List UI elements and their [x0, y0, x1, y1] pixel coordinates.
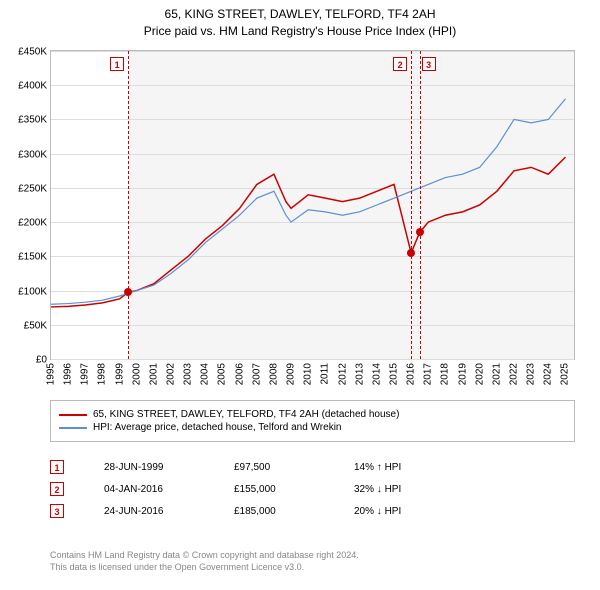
x-axis-label: 2010	[303, 363, 314, 385]
x-axis-label: 2016	[406, 363, 417, 385]
event-price: £97,500	[234, 462, 314, 473]
sale-point-dot	[416, 228, 424, 236]
title-line-1: 65, KING STREET, DAWLEY, TELFORD, TF4 2A…	[0, 6, 600, 23]
attribution-footer: Contains HM Land Registry data © Crown c…	[50, 550, 575, 573]
x-axis-label: 2024	[543, 363, 554, 385]
x-axis-label: 1996	[63, 363, 74, 385]
legend-row: HPI: Average price, detached house, Telf…	[59, 422, 566, 433]
title-block: 65, KING STREET, DAWLEY, TELFORD, TF4 2A…	[0, 0, 600, 40]
event-date: 24-JUN-2016	[104, 506, 194, 517]
x-axis-label: 2002	[166, 363, 177, 385]
legend-row: 65, KING STREET, DAWLEY, TELFORD, TF4 2A…	[59, 409, 566, 420]
chart-plot-area: £0£50K£100K£150K£200K£250K£300K£350K£400…	[50, 50, 575, 360]
legend-swatch	[59, 414, 87, 416]
event-date: 28-JUN-1999	[104, 462, 194, 473]
y-axis-label: £350K	[18, 115, 47, 126]
x-axis-label: 2014	[371, 363, 382, 385]
y-axis-label: £150K	[18, 252, 47, 263]
x-axis-label: 2021	[491, 363, 502, 385]
x-axis-label: 2004	[200, 363, 211, 385]
legend-box: 65, KING STREET, DAWLEY, TELFORD, TF4 2A…	[50, 400, 575, 442]
event-marker-icon: 1	[50, 460, 64, 474]
y-axis-label: £300K	[18, 149, 47, 160]
x-axis-label: 2009	[286, 363, 297, 385]
x-axis-label: 2001	[148, 363, 159, 385]
event-price: £185,000	[234, 506, 314, 517]
footer-line-2: This data is licensed under the Open Gov…	[50, 562, 575, 574]
y-axis-label: £50K	[24, 320, 47, 331]
x-axis-label: 1997	[80, 363, 91, 385]
y-axis-label: £200K	[18, 218, 47, 229]
y-axis-label: £450K	[18, 47, 47, 58]
x-axis-label: 1995	[46, 363, 57, 385]
legend-swatch	[59, 427, 87, 429]
footer-line-1: Contains HM Land Registry data © Crown c…	[50, 550, 575, 562]
x-axis-label: 2017	[423, 363, 434, 385]
y-axis-label: £400K	[18, 81, 47, 92]
sale-point-dot	[407, 249, 415, 257]
event-marker-icon: 2	[50, 482, 64, 496]
sale-point-dot	[124, 288, 132, 296]
event-marker-line	[128, 51, 129, 359]
x-axis-label: 2020	[474, 363, 485, 385]
chart-container: 65, KING STREET, DAWLEY, TELFORD, TF4 2A…	[0, 0, 600, 590]
y-axis-label: £250K	[18, 183, 47, 194]
x-axis-label: 2013	[354, 363, 365, 385]
x-axis-label: 2011	[320, 363, 331, 385]
event-marker-line	[420, 51, 421, 359]
x-axis-label: 2005	[217, 363, 228, 385]
legend-label: HPI: Average price, detached house, Telf…	[93, 422, 342, 433]
x-axis-label: 2019	[457, 363, 468, 385]
x-axis-label: 1998	[97, 363, 108, 385]
x-axis-label: 2015	[388, 363, 399, 385]
event-row: 2 04-JAN-2016 £155,000 32% ↓ HPI	[50, 482, 575, 496]
x-axis-label: 2003	[183, 363, 194, 385]
gridline-h: £0	[51, 359, 574, 360]
x-axis-label: 2012	[337, 363, 348, 385]
event-row: 3 24-JUN-2016 £185,000 20% ↓ HPI	[50, 504, 575, 518]
event-marker-line	[411, 51, 412, 359]
event-price: £155,000	[234, 484, 314, 495]
x-axis-label: 2008	[268, 363, 279, 385]
y-axis-label: £0	[36, 355, 47, 366]
x-axis-label: 2000	[131, 363, 142, 385]
event-marker-icon: 3	[50, 504, 64, 518]
x-axis-label: 2023	[526, 363, 537, 385]
x-axis-label: 1999	[114, 363, 125, 385]
event-row: 1 28-JUN-1999 £97,500 14% ↑ HPI	[50, 460, 575, 474]
events-table: 1 28-JUN-1999 £97,500 14% ↑ HPI 2 04-JAN-2016…	[50, 452, 575, 526]
x-axis-label: 2006	[234, 363, 245, 385]
legend-label: 65, KING STREET, DAWLEY, TELFORD, TF4 2A…	[93, 409, 399, 420]
title-line-2: Price paid vs. HM Land Registry's House …	[0, 23, 600, 40]
event-delta: 14% ↑ HPI	[354, 462, 444, 473]
event-date: 04-JAN-2016	[104, 484, 194, 495]
x-axis-label: 2022	[508, 363, 519, 385]
x-axis-label: 2018	[440, 363, 451, 385]
chart-lines-svg	[51, 51, 574, 359]
event-marker-box: 2	[393, 57, 407, 71]
x-axis-label: 2025	[560, 363, 571, 385]
event-marker-box: 3	[422, 57, 436, 71]
event-marker-box: 1	[110, 57, 124, 71]
x-axis-label: 2007	[251, 363, 262, 385]
event-delta: 32% ↓ HPI	[354, 484, 444, 495]
event-delta: 20% ↓ HPI	[354, 506, 444, 517]
y-axis-label: £100K	[18, 286, 47, 297]
